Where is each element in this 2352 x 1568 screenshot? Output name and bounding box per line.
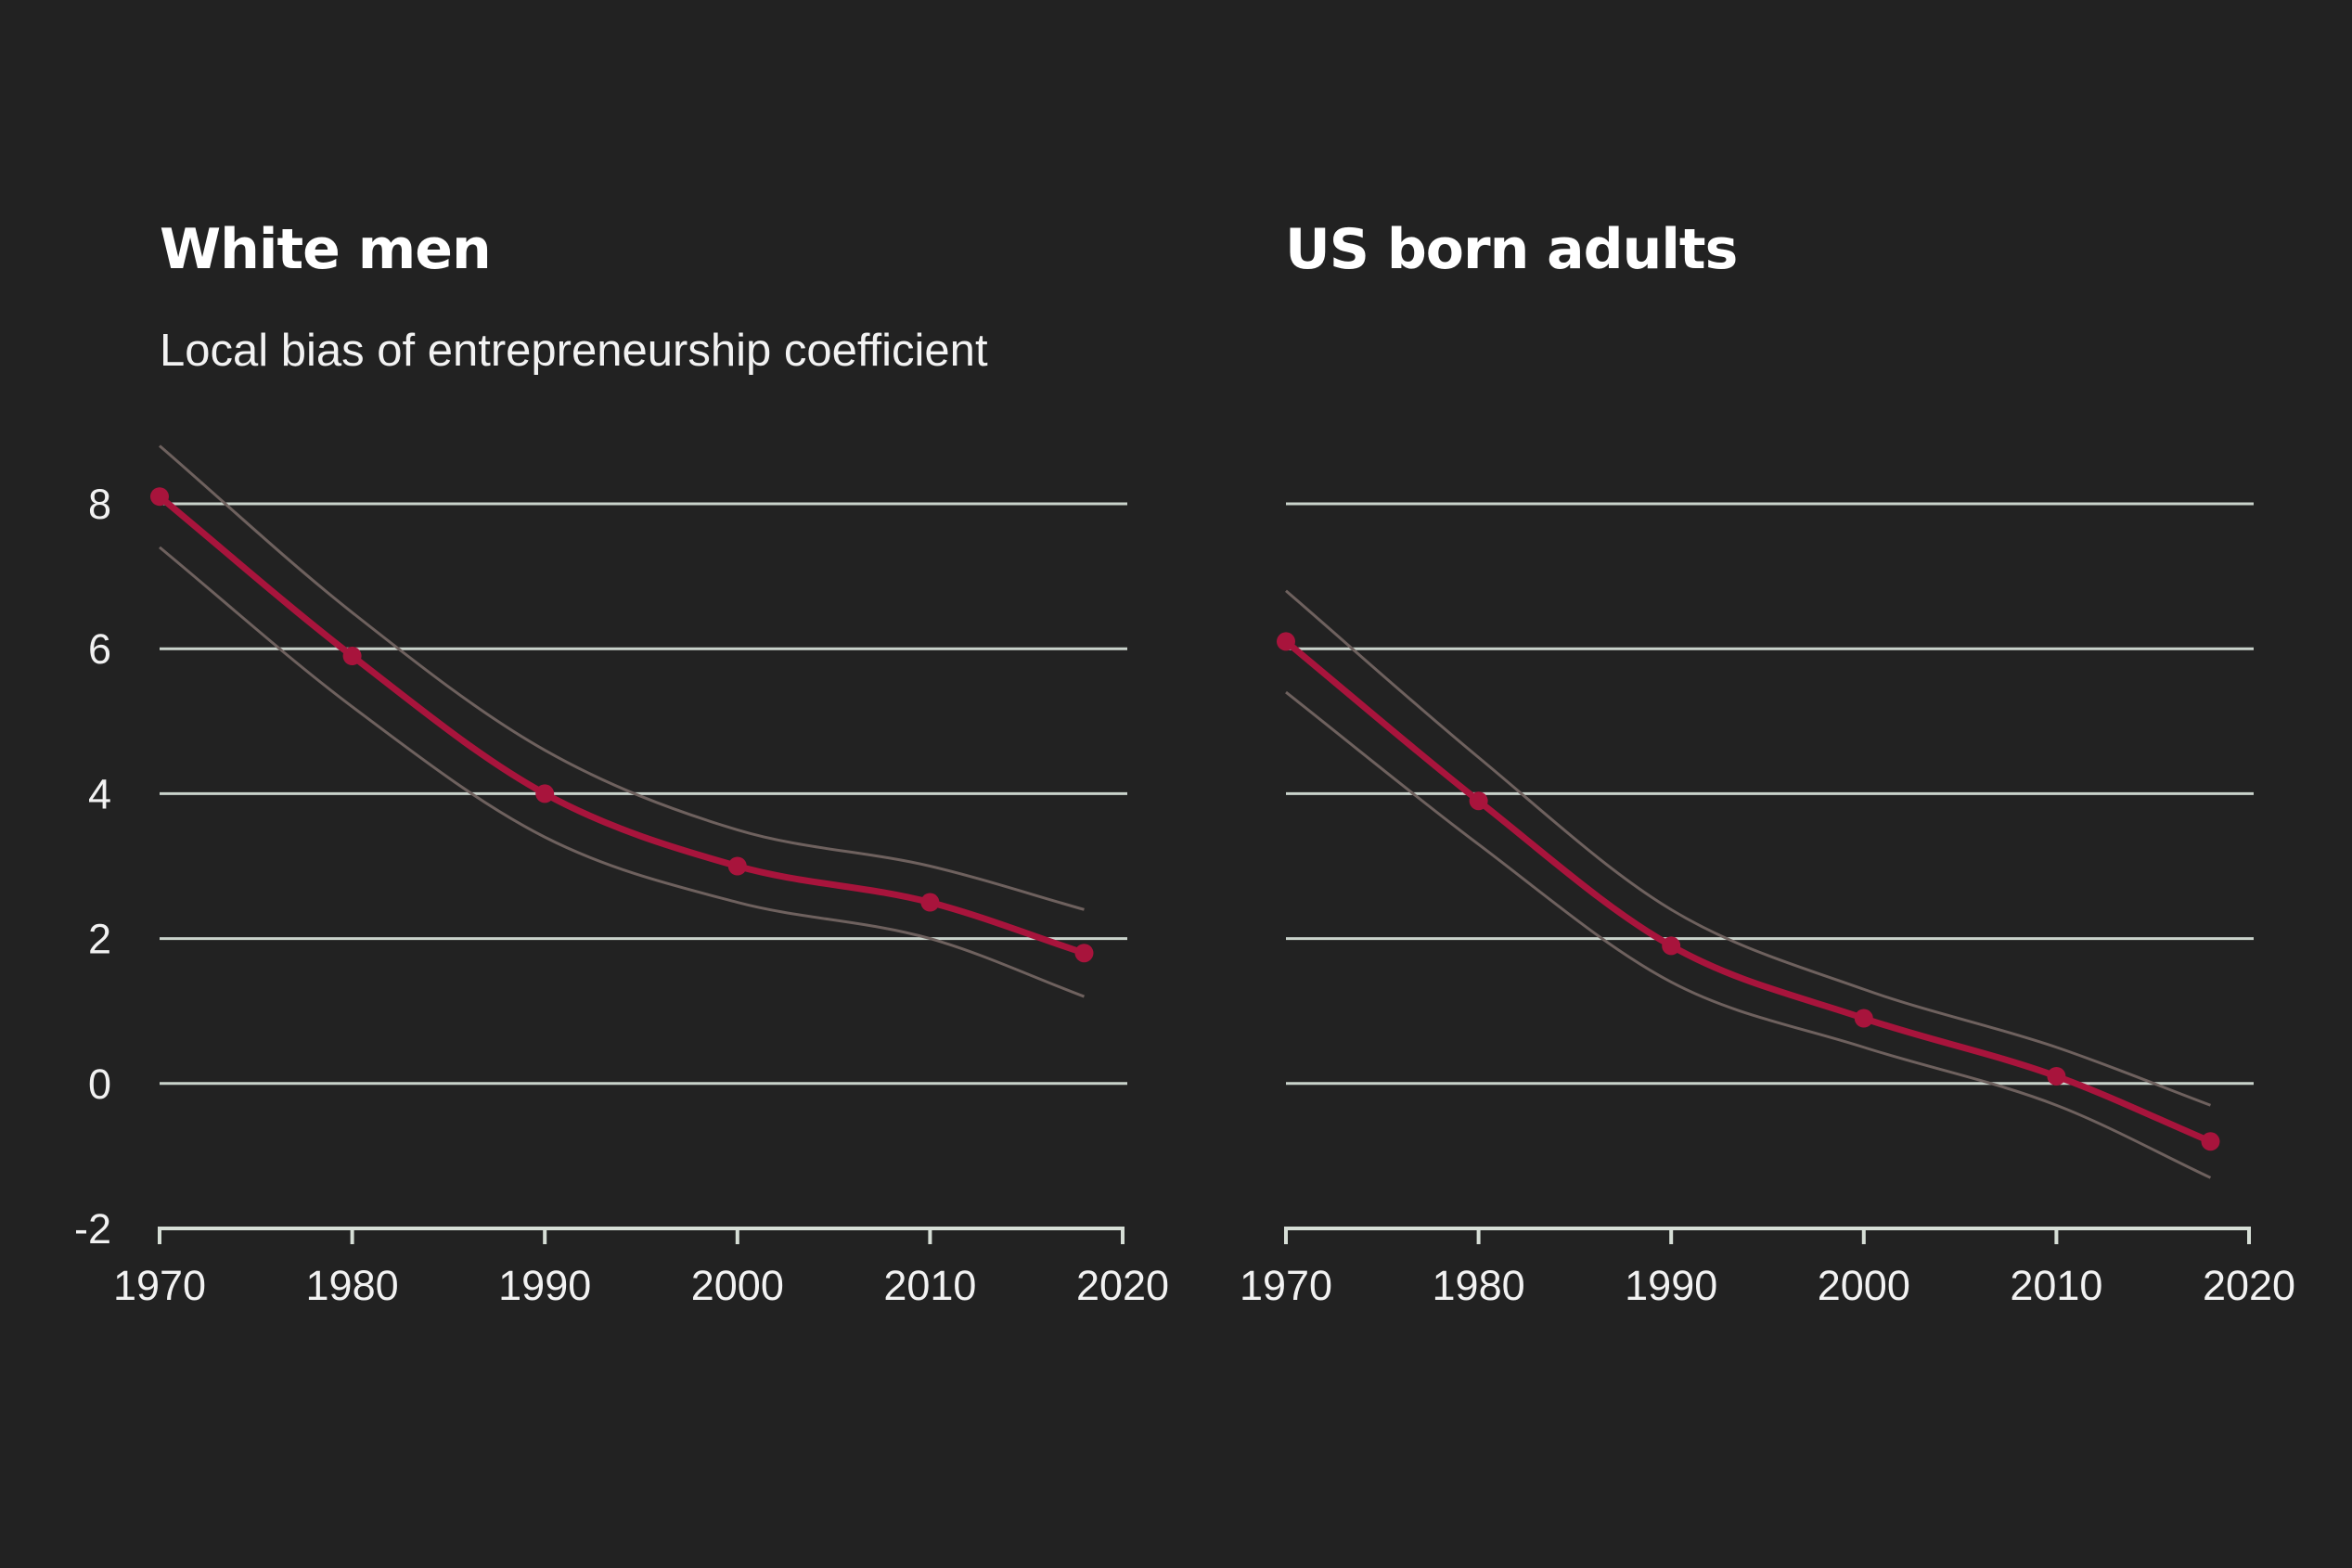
y-tick-label: 2 xyxy=(88,916,111,963)
data-point xyxy=(727,856,747,876)
y-tick-label: 4 xyxy=(88,770,111,817)
data-point xyxy=(1662,936,1681,956)
series-line xyxy=(1282,637,2214,1145)
upper-band-line xyxy=(159,444,1085,911)
lower-band-line xyxy=(159,546,1086,998)
x-tick-label: 2000 xyxy=(1818,1262,1910,1309)
y-tick-label: 0 xyxy=(88,1060,111,1108)
chart-panel-0: 1970 1980 1990 2000 2010 2020 -2 0 2 4 6 8 xyxy=(74,444,1169,1309)
series-line xyxy=(156,493,1087,957)
x-tick-label: 1990 xyxy=(1625,1262,1717,1309)
panel-title-us-born-adults: US born adults xyxy=(1285,217,1738,282)
lower-band-line xyxy=(1285,690,2212,1179)
data-point xyxy=(150,487,169,507)
x-tick-label: 2000 xyxy=(691,1262,784,1309)
x-tick-label: 1980 xyxy=(1433,1262,1525,1309)
data-point xyxy=(342,647,362,666)
data-point xyxy=(535,784,555,803)
x-tick-label: 2010 xyxy=(883,1262,976,1309)
data-point xyxy=(1074,944,1094,963)
data-point xyxy=(1469,791,1488,811)
panel-title-white-men: White men xyxy=(160,217,492,282)
x-tick-label: 1990 xyxy=(498,1262,591,1309)
chart-panel-1: 1970 1980 1990 2000 2010 2020 xyxy=(1240,502,2295,1309)
x-tick-label: 1980 xyxy=(306,1262,399,1309)
y-tick-label: -2 xyxy=(74,1205,111,1253)
data-point xyxy=(1277,632,1295,651)
x-tick-label: 2020 xyxy=(1076,1262,1169,1309)
y-tick-label: 8 xyxy=(88,481,111,528)
x-tick-label: 2010 xyxy=(2010,1262,2102,1309)
data-point xyxy=(1854,1009,1873,1028)
data-point xyxy=(920,893,940,912)
x-tick-label: 1970 xyxy=(1240,1262,1332,1309)
panel-subtitle-white-men: Local bias of entrepreneurship coefficie… xyxy=(160,326,988,376)
data-point xyxy=(2201,1132,2220,1151)
data-point xyxy=(2047,1066,2066,1086)
x-tick-label: 1970 xyxy=(113,1262,206,1309)
x-tick-label: 2020 xyxy=(2203,1262,2295,1309)
y-tick-label: 6 xyxy=(88,625,111,673)
upper-band-line xyxy=(1285,589,2212,1107)
